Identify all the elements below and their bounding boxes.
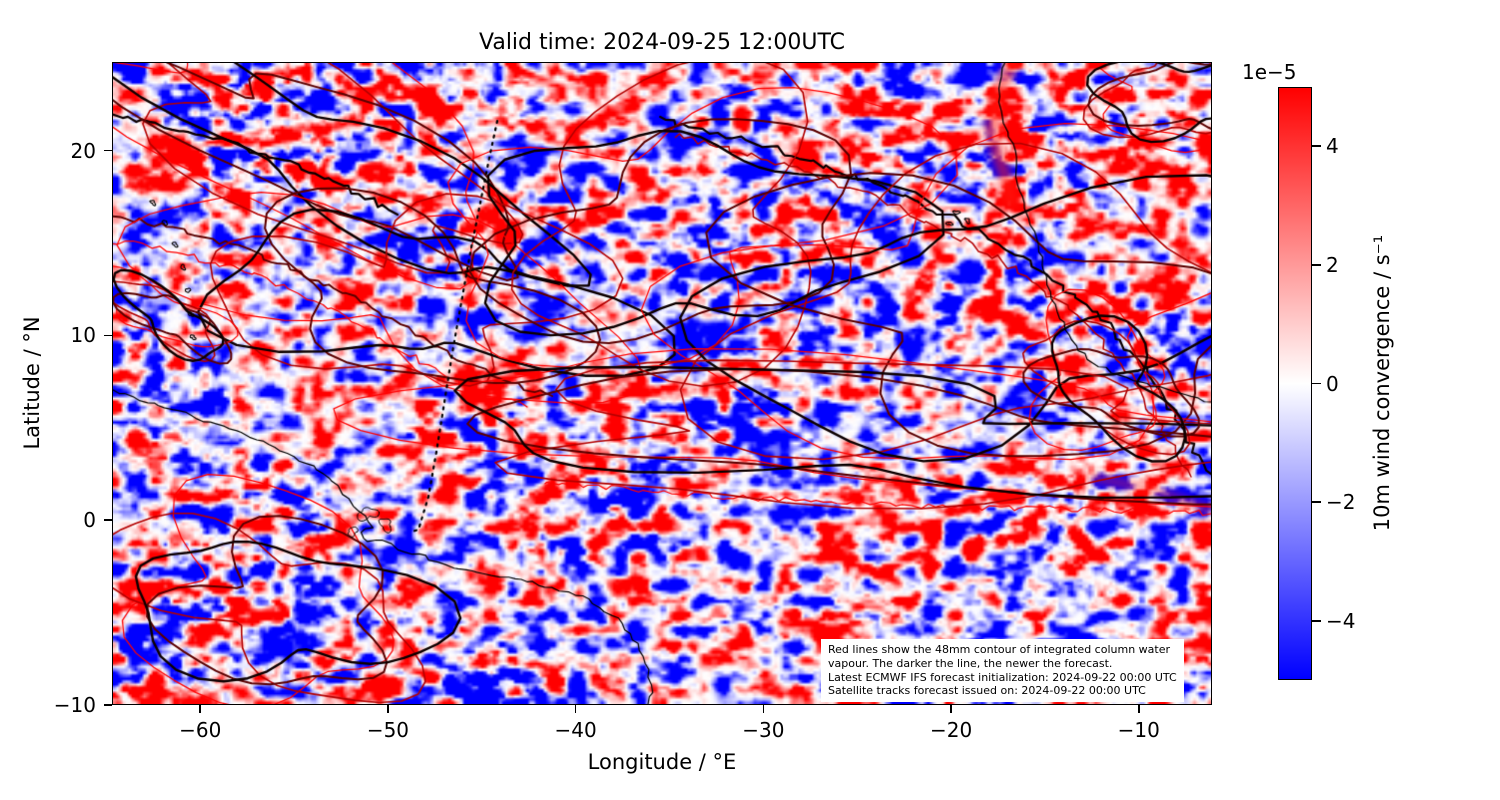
colorbar-scale-label: 1e−5 bbox=[1242, 60, 1297, 84]
y-tick-label: 0 bbox=[83, 508, 96, 533]
colorbar-tick-label: 0 bbox=[1326, 371, 1339, 396]
chart-title: Valid time: 2024-09-25 12:00UTC bbox=[479, 30, 845, 55]
colorbar-label: 10m wind convergence / s⁻¹ bbox=[1370, 234, 1394, 532]
x-tick-label: −30 bbox=[742, 718, 785, 742]
annotation-line: Red lines show the 48mm contour of integ… bbox=[828, 643, 1170, 656]
x-tick-mark bbox=[199, 705, 202, 713]
forecast-annotation: Red lines show the 48mm contour of integ… bbox=[821, 639, 1184, 702]
colorbar-tick-mark bbox=[1312, 501, 1321, 503]
colorbar-gradient bbox=[1279, 88, 1311, 679]
y-tick-mark bbox=[104, 334, 112, 337]
map-plot-area: Red lines show the 48mm contour of integ… bbox=[112, 62, 1212, 705]
colorbar-tick-mark bbox=[1312, 145, 1321, 148]
x-tick-mark bbox=[762, 705, 765, 713]
x-tick-label: −40 bbox=[554, 718, 597, 742]
x-tick-mark bbox=[574, 705, 577, 713]
x-tick-label: −60 bbox=[179, 718, 222, 742]
annotation-line: Satellite tracks forecast issued on: 202… bbox=[828, 684, 1146, 698]
x-axis-label: Longitude / °E bbox=[587, 750, 737, 774]
colorbar-tick-label: −2 bbox=[1326, 490, 1356, 515]
y-tick-mark bbox=[104, 704, 112, 706]
annotation-line: vapour. The darker the line, the newer t… bbox=[828, 656, 1113, 670]
wind-convergence-map bbox=[113, 63, 1211, 704]
colorbar-tick-label: −4 bbox=[1326, 608, 1356, 633]
y-tick-mark bbox=[104, 519, 112, 522]
y-tick-label: −10 bbox=[53, 693, 96, 717]
colorbar-tick-label: 4 bbox=[1326, 134, 1339, 159]
colorbar-tick-mark bbox=[1312, 382, 1321, 385]
y-tick-mark bbox=[104, 149, 112, 152]
x-tick-label: −20 bbox=[929, 718, 973, 742]
y-tick-label: 10 bbox=[70, 323, 96, 348]
colorbar bbox=[1278, 87, 1312, 680]
colorbar-tick-mark bbox=[1312, 619, 1321, 622]
x-tick-label: −50 bbox=[366, 718, 410, 742]
x-tick-label: −10 bbox=[1117, 718, 1160, 742]
x-tick-mark bbox=[950, 705, 952, 713]
colorbar-tick-mark bbox=[1312, 264, 1321, 266]
x-tick-mark bbox=[387, 705, 389, 713]
annotation-line: Latest ECMWF IFS forecast initialization… bbox=[828, 670, 1177, 684]
colorbar-tick-label: 2 bbox=[1326, 252, 1339, 277]
y-tick-label: 20 bbox=[70, 138, 96, 163]
x-tick-mark bbox=[1137, 705, 1140, 713]
